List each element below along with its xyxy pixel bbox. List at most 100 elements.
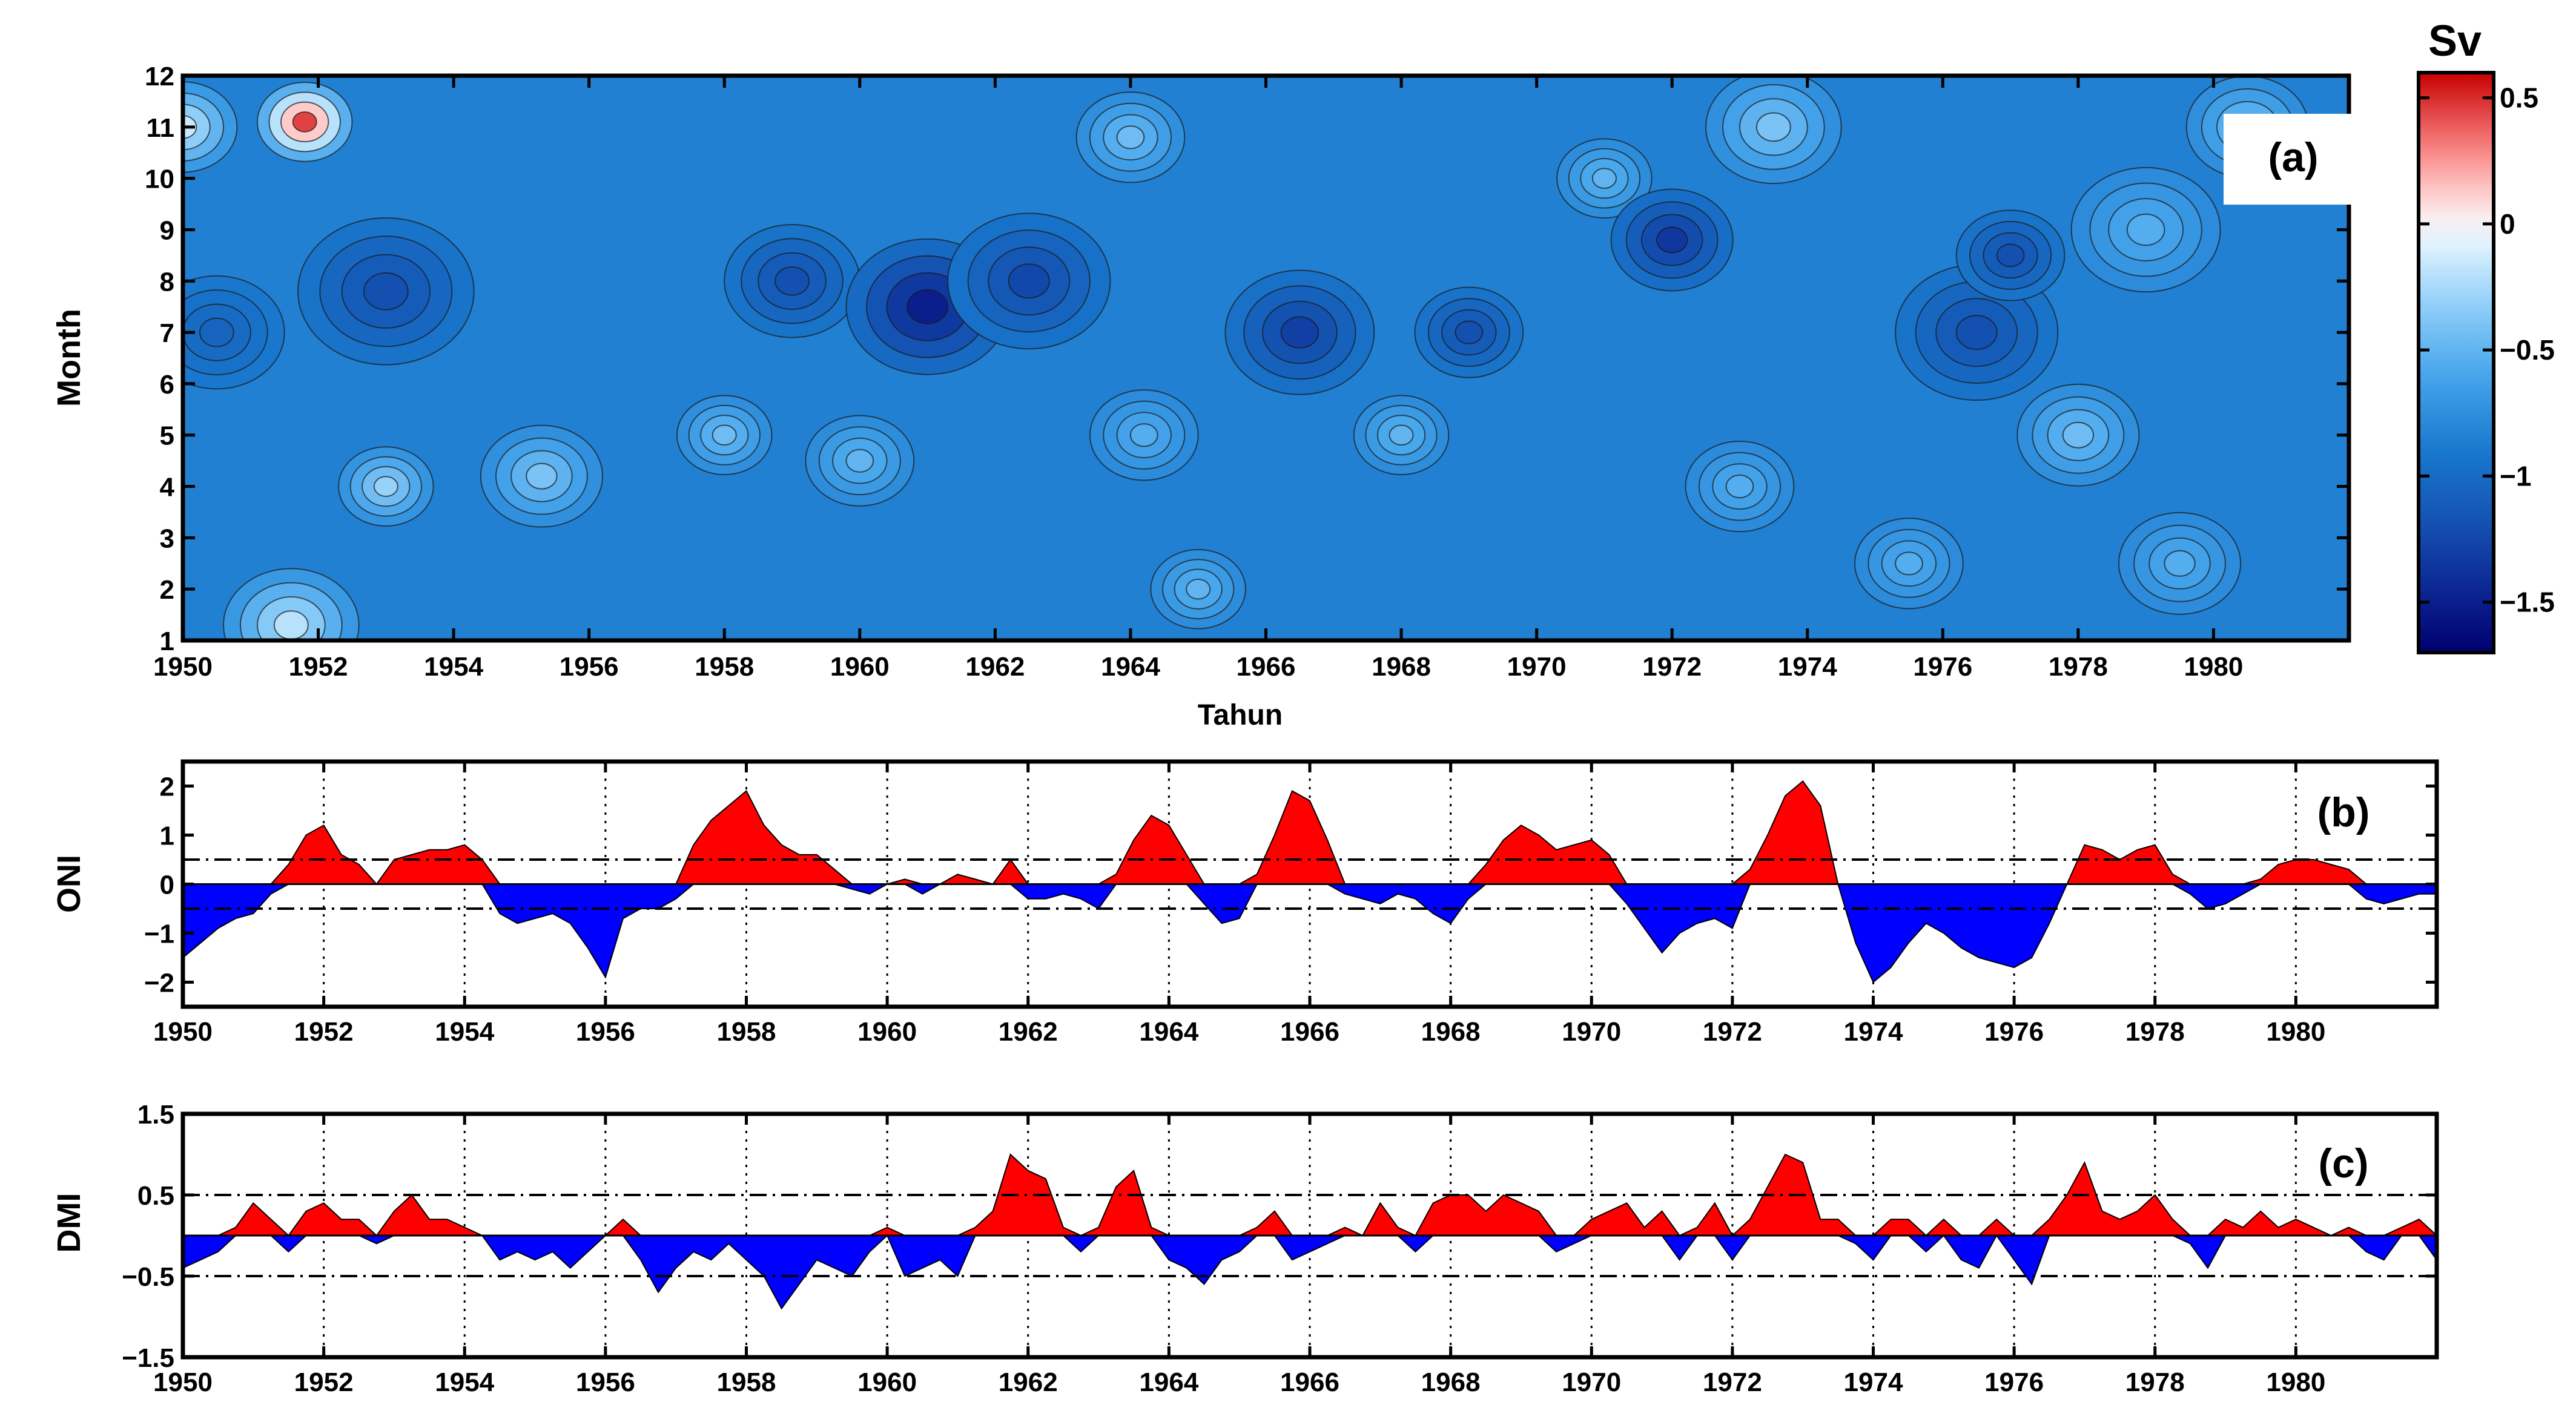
contour-region bbox=[2164, 550, 2196, 577]
x-tick-label: 1966 bbox=[1280, 1367, 1339, 1397]
x-tick-label: 1958 bbox=[717, 1017, 776, 1047]
x-tick-label: 1954 bbox=[435, 1367, 494, 1397]
contour-region bbox=[292, 111, 317, 133]
x-tick-label: 1952 bbox=[294, 1017, 354, 1047]
heatmap-area bbox=[183, 76, 2349, 640]
year-tick-label: 1970 bbox=[1507, 652, 1567, 682]
contour-region bbox=[199, 317, 234, 347]
x-tick-label: 1964 bbox=[1139, 1367, 1198, 1397]
month-axis-label: Month bbox=[51, 309, 87, 407]
x-tick-label: 1964 bbox=[1139, 1017, 1198, 1047]
x-tick-label: 1962 bbox=[999, 1367, 1058, 1397]
year-tick-label: 1960 bbox=[830, 652, 890, 682]
year-axis-label: Tahun bbox=[1198, 699, 1283, 731]
contour-region bbox=[712, 424, 737, 446]
contour-region bbox=[1591, 168, 1617, 189]
contour-region bbox=[1008, 263, 1050, 299]
month-tick-label: 5 bbox=[160, 421, 174, 451]
panel-a-label: (a) bbox=[2268, 134, 2318, 180]
colorbar-title: Sv bbox=[2428, 17, 2482, 65]
year-tick-label: 1964 bbox=[1101, 652, 1160, 682]
oni-plot: 2 1 0 −1 −2 1950 1952 1954 1956 1958 1960 1962 1964 1… bbox=[144, 762, 2437, 1047]
colorbar-tick-label: 0 bbox=[2500, 208, 2515, 240]
year-tick-label: 1980 bbox=[2184, 652, 2243, 682]
x-tick-label: 1976 bbox=[1984, 1017, 2044, 1047]
y-tick-label: −0.5 bbox=[122, 1262, 174, 1292]
month-tick-label: 6 bbox=[160, 370, 174, 400]
month-tick-label: 11 bbox=[146, 113, 174, 143]
oni-axis-label: ONI bbox=[51, 855, 87, 913]
year-tick-label: 1956 bbox=[560, 652, 619, 682]
year-tick-label: 1950 bbox=[153, 652, 213, 682]
year-tick-label: 1978 bbox=[2049, 652, 2108, 682]
colorbar-tick-label: −1 bbox=[2500, 460, 2531, 492]
contour-region bbox=[1656, 226, 1688, 254]
month-tick-label: 4 bbox=[160, 473, 175, 502]
contour-region bbox=[273, 610, 309, 640]
y-tick-label: −1 bbox=[144, 920, 174, 949]
contour-region bbox=[1116, 125, 1145, 150]
year-tick-label: 1952 bbox=[289, 652, 348, 682]
x-tick-label: 1972 bbox=[1703, 1017, 1762, 1047]
oni-frame bbox=[180, 759, 2439, 1009]
year-tick-label: 1962 bbox=[965, 652, 1025, 682]
contour-region bbox=[373, 476, 398, 497]
x-tick-label: 1956 bbox=[576, 1017, 635, 1047]
contour-region bbox=[2062, 421, 2095, 449]
contour-region bbox=[1186, 578, 1211, 600]
year-tick-label: 1958 bbox=[695, 652, 754, 682]
year-axis-ticks: 1950 1952 1954 1956 1958 1960 1962 1964 1966 1968… bbox=[153, 76, 2243, 682]
contour-region bbox=[1895, 551, 1923, 576]
year-tick-label: 1974 bbox=[1778, 652, 1837, 682]
x-tick-label: 1954 bbox=[435, 1017, 494, 1047]
negative-area bbox=[182, 1234, 2437, 1310]
month-tick-label: 3 bbox=[160, 524, 174, 553]
month-tick-label: 8 bbox=[160, 267, 174, 297]
month-tick-label: 12 bbox=[145, 62, 174, 91]
y-tick-label: −2 bbox=[144, 969, 174, 998]
contour-region bbox=[1389, 424, 1414, 446]
colorbar-tick-label: −1.5 bbox=[2500, 587, 2555, 618]
x-tick-label: 1980 bbox=[2266, 1367, 2325, 1397]
x-tick-label: 1980 bbox=[2266, 1017, 2325, 1047]
dmi-frame bbox=[180, 1111, 2439, 1360]
y-tick-label: −1.5 bbox=[122, 1343, 174, 1373]
colorbar-frame bbox=[2417, 71, 2495, 654]
x-tick-label: 1958 bbox=[717, 1367, 776, 1397]
x-tick-label: 1950 bbox=[153, 1367, 213, 1397]
panel-b: 2 1 0 −1 −2 1950 1952 1954 1956 1958 1960 1962 1964 1… bbox=[51, 759, 2439, 1047]
contour-region bbox=[2126, 213, 2165, 246]
dmi-axis-label: DMI bbox=[51, 1193, 87, 1253]
x-tick-label: 1960 bbox=[857, 1367, 917, 1397]
x-tick-label: 1952 bbox=[294, 1367, 354, 1397]
month-tick-label: 7 bbox=[160, 318, 174, 348]
contour-region bbox=[1129, 423, 1158, 447]
x-tick-label: 1974 bbox=[1844, 1017, 1903, 1047]
month-tick-label: 2 bbox=[160, 575, 174, 605]
contour-region bbox=[907, 289, 949, 324]
panel-a-label-box bbox=[2224, 114, 2363, 205]
x-tick-label: 1960 bbox=[857, 1017, 917, 1047]
year-tick-label: 1976 bbox=[1913, 652, 1972, 682]
year-tick-label: 1972 bbox=[1642, 652, 1702, 682]
y-tick-label: 2 bbox=[160, 772, 174, 802]
y-tick-label: 0 bbox=[160, 870, 174, 900]
heatmap-contours bbox=[183, 76, 2309, 640]
month-tick-label: 1 bbox=[160, 627, 174, 656]
contour-region bbox=[363, 272, 409, 311]
colorbar-tick-label: 0.5 bbox=[2500, 82, 2538, 114]
x-tick-label: 1974 bbox=[1844, 1367, 1903, 1397]
x-tick-label: 1976 bbox=[1984, 1367, 2044, 1397]
month-tick-label: 9 bbox=[160, 216, 174, 245]
y-tick-label: 1.5 bbox=[137, 1100, 174, 1130]
contour-region bbox=[845, 449, 874, 473]
y-tick-label: 0.5 bbox=[137, 1181, 174, 1211]
year-tick-label: 1954 bbox=[424, 652, 483, 682]
contour-region bbox=[1955, 315, 1998, 350]
x-tick-label: 1966 bbox=[1280, 1017, 1339, 1047]
contour-region bbox=[1996, 243, 2025, 268]
